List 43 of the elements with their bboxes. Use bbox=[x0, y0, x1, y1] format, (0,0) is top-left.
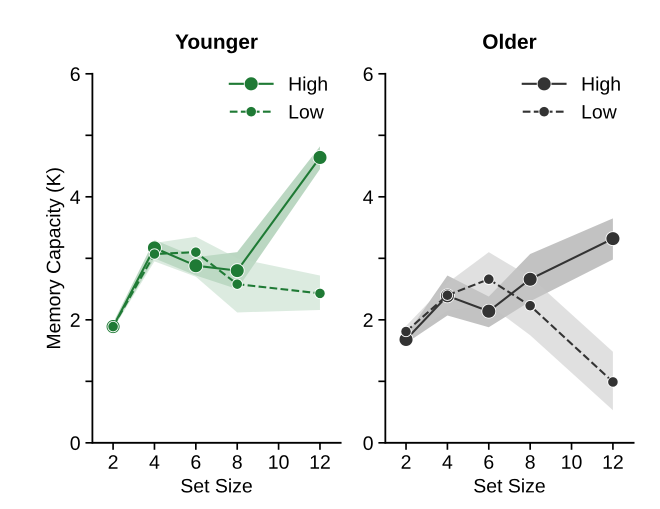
point bbox=[524, 300, 536, 312]
y-tick-label: 6 bbox=[364, 67, 373, 82]
point bbox=[314, 288, 326, 300]
y-tick-label: 0 bbox=[363, 436, 373, 450]
legend-label: Low bbox=[290, 105, 324, 119]
x-tick-label: 2 bbox=[108, 455, 118, 469]
x-tick-label: 10 bbox=[269, 455, 289, 469]
chart-title: Younger bbox=[175, 34, 258, 54]
y-tick-label: 2 bbox=[364, 313, 373, 327]
point bbox=[188, 258, 204, 274]
point bbox=[232, 278, 243, 290]
legend-label: Low bbox=[582, 105, 617, 119]
x-tick-label: 8 bbox=[526, 455, 535, 469]
y-axis-title: Memory Capacity (K) bbox=[46, 168, 64, 348]
chart-title: Older bbox=[483, 34, 536, 50]
point bbox=[607, 376, 619, 388]
y-tick-label: 4 bbox=[363, 190, 373, 204]
x-tick-label: 2 bbox=[402, 455, 410, 469]
legend-label: High bbox=[582, 76, 620, 95]
point bbox=[483, 274, 494, 285]
point bbox=[190, 246, 202, 258]
x-tick-label: 6 bbox=[191, 455, 200, 469]
y-tick-label: 4 bbox=[70, 190, 80, 204]
y-tick-label: 6 bbox=[70, 67, 80, 82]
x-tick-label: 6 bbox=[484, 455, 494, 469]
x-tick-label: 12 bbox=[310, 455, 330, 469]
point bbox=[481, 304, 496, 319]
point bbox=[312, 150, 328, 165]
point bbox=[230, 263, 245, 278]
y-tick-label: 2 bbox=[70, 313, 80, 327]
y-tick-label: 0 bbox=[70, 436, 80, 450]
x-tick-label: 12 bbox=[604, 455, 623, 469]
x-tick-label: 4 bbox=[150, 455, 160, 469]
point bbox=[400, 326, 412, 338]
point bbox=[606, 231, 620, 246]
x-axis-title: Set Size bbox=[181, 478, 252, 493]
point bbox=[148, 248, 160, 260]
point bbox=[522, 272, 538, 287]
x-tick-label: 4 bbox=[442, 455, 452, 469]
x-tick-label: 8 bbox=[232, 455, 242, 469]
x-axis-title: Set Size bbox=[474, 478, 545, 493]
legend-label: High bbox=[290, 76, 327, 95]
x-tick-label: 10 bbox=[562, 455, 582, 469]
